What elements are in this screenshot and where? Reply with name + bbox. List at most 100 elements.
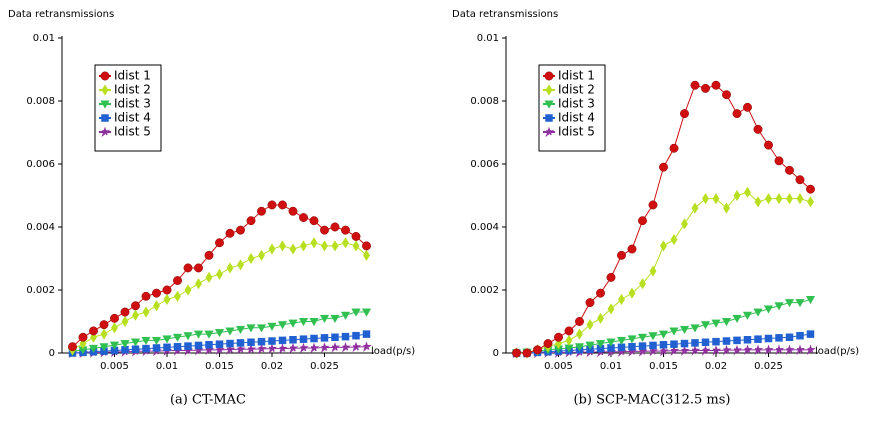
marker <box>649 345 659 357</box>
marker <box>152 344 161 352</box>
marker <box>88 344 99 353</box>
marker <box>733 336 741 345</box>
marker <box>743 336 752 344</box>
marker <box>121 315 129 328</box>
marker <box>205 341 213 349</box>
legend-label: Idist 4 <box>114 111 151 125</box>
legend-label: Idist 3 <box>558 97 595 111</box>
marker <box>111 322 118 334</box>
legend-label: Idist 2 <box>558 83 595 97</box>
marker <box>543 339 553 348</box>
marker <box>215 344 225 356</box>
marker <box>701 345 711 356</box>
y-tick-label: 0.002 <box>470 285 499 296</box>
marker <box>732 314 742 324</box>
marker <box>299 213 308 223</box>
marker <box>225 327 235 336</box>
x-tick-label: 0.025 <box>754 361 783 372</box>
marker <box>659 345 669 357</box>
marker <box>267 200 277 210</box>
marker <box>554 332 563 342</box>
marker <box>131 301 140 311</box>
marker <box>606 338 616 347</box>
marker <box>585 341 595 350</box>
marker <box>764 334 773 343</box>
marker <box>216 268 223 280</box>
marker <box>606 272 616 282</box>
marker <box>299 335 308 343</box>
y-tick-label: 0.008 <box>26 96 55 107</box>
marker <box>785 344 795 356</box>
marker <box>784 299 795 308</box>
marker <box>319 314 330 324</box>
marker <box>806 184 815 194</box>
marker <box>351 232 361 241</box>
marker <box>341 332 350 341</box>
marker <box>785 165 794 175</box>
marker <box>775 192 783 205</box>
marker <box>660 240 667 252</box>
x-tick-label: 0.015 <box>649 361 678 372</box>
marker <box>690 80 700 90</box>
marker <box>300 240 307 252</box>
series-line <box>516 191 811 354</box>
marker <box>247 338 255 347</box>
y-axis-label: Data retransmissions <box>8 9 114 20</box>
marker <box>753 308 763 317</box>
marker <box>258 249 265 262</box>
marker <box>320 225 329 235</box>
marker <box>174 290 181 302</box>
marker <box>564 326 574 336</box>
marker <box>754 335 762 343</box>
y-tick-label: 0.006 <box>26 159 55 170</box>
marker <box>246 216 256 226</box>
marker <box>786 192 793 205</box>
marker <box>236 225 245 235</box>
marker <box>722 337 731 345</box>
marker <box>744 186 751 199</box>
marker <box>574 343 585 352</box>
marker <box>330 314 340 324</box>
marker <box>172 333 183 342</box>
chart: Data retransmissions load(p/s) 0 0.002 0.004… <box>8 9 415 408</box>
marker <box>277 321 288 330</box>
marker <box>152 288 161 298</box>
marker <box>183 263 193 273</box>
marker <box>153 300 160 312</box>
marker <box>628 342 636 351</box>
marker <box>576 328 583 340</box>
y-tick-label: 0 <box>49 348 55 359</box>
marker <box>268 337 276 345</box>
marker <box>596 288 605 298</box>
marker <box>183 332 193 341</box>
marker <box>120 340 130 349</box>
marker <box>742 311 753 320</box>
marker <box>162 335 172 344</box>
marker <box>278 343 288 354</box>
marker <box>132 309 139 321</box>
marker <box>310 334 318 343</box>
marker <box>99 320 109 330</box>
legend-marker <box>545 126 555 138</box>
marker <box>204 250 214 260</box>
marker <box>163 293 171 306</box>
y-tick-label: 0.006 <box>470 159 499 170</box>
marker <box>595 340 606 349</box>
marker <box>733 344 743 356</box>
marker <box>289 342 299 354</box>
marker <box>236 343 246 355</box>
legend-label: Idist 5 <box>114 125 151 139</box>
marker <box>110 313 119 323</box>
marker <box>807 196 814 208</box>
marker <box>753 124 763 134</box>
marker <box>247 343 257 355</box>
marker <box>362 341 372 352</box>
marker <box>173 276 182 285</box>
x-tick-label: 0.015 <box>205 361 234 372</box>
marker <box>711 80 721 90</box>
marker <box>796 344 806 356</box>
marker <box>754 344 764 356</box>
marker <box>289 243 297 255</box>
legend-marker <box>544 71 554 81</box>
y-tick-label: 0.004 <box>26 222 55 233</box>
